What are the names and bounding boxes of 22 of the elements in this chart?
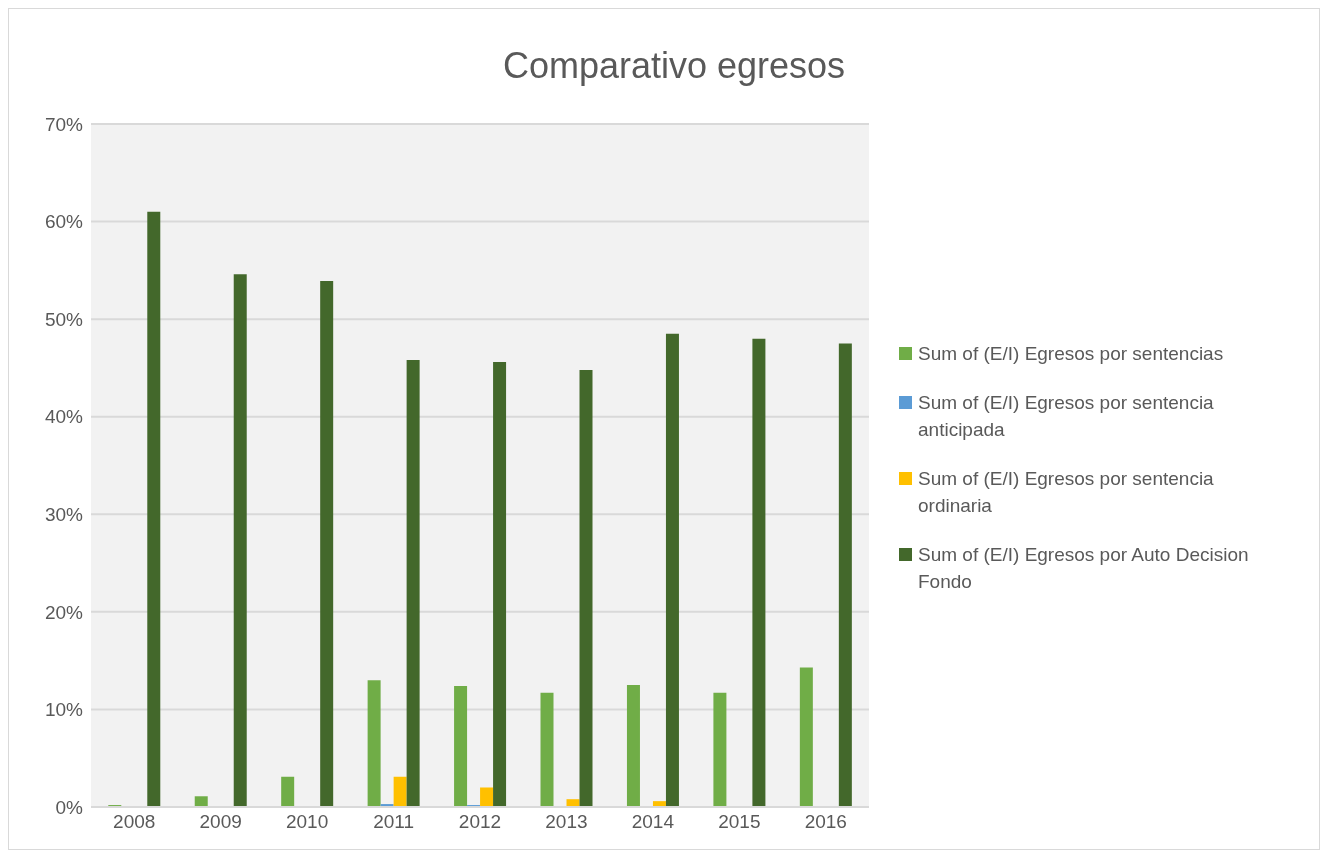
y-tick-label: 10% xyxy=(44,699,84,721)
legend-label: Sum of (E/I) Egresos por sentencia anticipada xyxy=(918,390,1215,442)
y-tick-label: 40% xyxy=(44,406,84,428)
legend-label: Sum of (E/I) Egresos por sentencia ordinaria xyxy=(918,466,1215,518)
x-tick-label: 2009 xyxy=(199,811,242,833)
y-tick-label: 20% xyxy=(44,601,84,623)
y-tick-label: 60% xyxy=(44,211,84,233)
x-tick-label: 2011 xyxy=(373,811,414,833)
y-tick-label: 50% xyxy=(44,308,84,330)
x-tick-label: 2014 xyxy=(631,811,675,833)
legend-label: Sum of (E/I) Egresos por Auto Decision Fondo xyxy=(918,542,1250,594)
y-tick-label: 0% xyxy=(55,796,84,818)
chart-title: Comparativo egresos xyxy=(501,45,847,87)
x-tick-label: 2008 xyxy=(113,811,156,833)
x-tick-label: 2012 xyxy=(458,811,502,833)
y-tick-label: 30% xyxy=(44,504,84,526)
x-tick-label: 2010 xyxy=(285,811,329,833)
x-tick-label: 2013 xyxy=(545,811,588,833)
legend-label: Sum of (E/I) Egresos por sentencias xyxy=(918,341,1225,366)
x-tick-label: 2016 xyxy=(804,811,847,833)
x-tick-label: 2015 xyxy=(718,811,761,833)
y-tick-label: 70% xyxy=(44,113,84,135)
